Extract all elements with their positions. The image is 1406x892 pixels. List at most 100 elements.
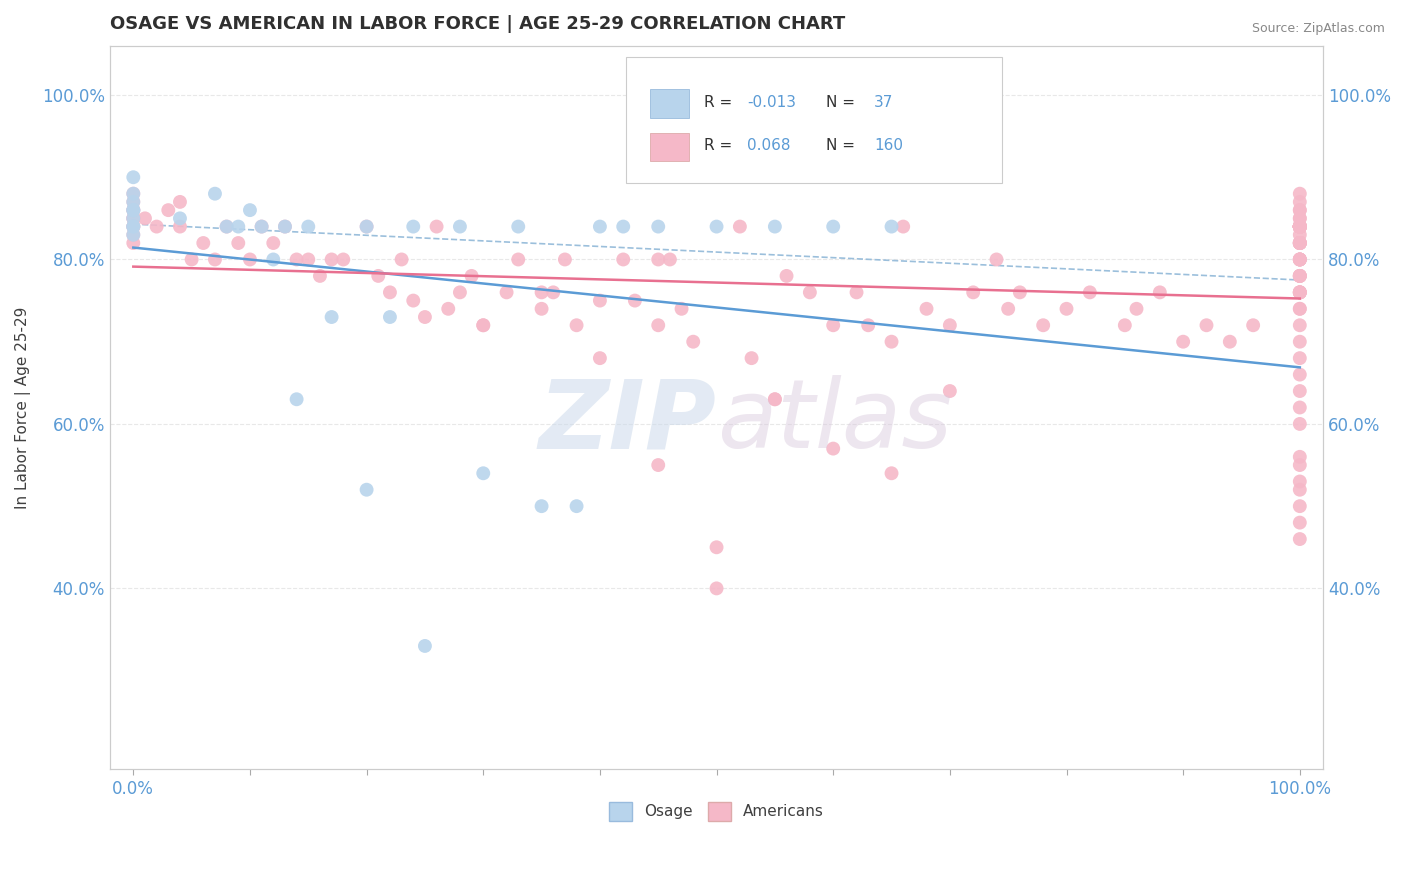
Point xyxy=(1288,401,1310,415)
Point xyxy=(378,285,401,300)
Point xyxy=(215,219,238,234)
Point xyxy=(1056,301,1078,316)
Text: R =: R = xyxy=(704,138,738,153)
Point xyxy=(262,252,284,267)
Point xyxy=(589,351,612,366)
Point xyxy=(1288,268,1310,283)
Point xyxy=(1288,268,1310,283)
Point xyxy=(122,219,145,234)
Text: 37: 37 xyxy=(875,95,894,110)
Y-axis label: In Labor Force | Age 25-29: In Labor Force | Age 25-29 xyxy=(15,306,31,508)
Point xyxy=(1288,301,1310,316)
Point xyxy=(647,219,669,234)
Point xyxy=(274,219,297,234)
Point xyxy=(647,252,669,267)
Point xyxy=(823,318,845,333)
Point xyxy=(1288,475,1310,489)
Point xyxy=(775,268,797,283)
Point xyxy=(612,252,634,267)
Point xyxy=(122,203,145,218)
Point xyxy=(204,252,226,267)
Point xyxy=(565,499,588,513)
Point xyxy=(706,541,728,555)
Point xyxy=(1288,219,1310,234)
Point xyxy=(1288,219,1310,234)
Point xyxy=(1288,252,1310,267)
Point xyxy=(1288,483,1310,497)
Point xyxy=(122,203,145,218)
Point xyxy=(939,384,962,398)
Point xyxy=(122,211,145,226)
Point xyxy=(624,293,647,308)
Point xyxy=(530,285,553,300)
Point xyxy=(647,458,669,472)
Point xyxy=(1288,235,1310,250)
Point xyxy=(1288,235,1310,250)
Point xyxy=(1288,499,1310,513)
Point xyxy=(356,483,378,497)
Point xyxy=(157,203,180,218)
Point xyxy=(391,252,413,267)
Point xyxy=(122,227,145,242)
Point xyxy=(145,219,167,234)
Point xyxy=(763,219,786,234)
Text: 160: 160 xyxy=(875,138,903,153)
Point xyxy=(122,203,145,218)
FancyBboxPatch shape xyxy=(650,133,689,161)
Point xyxy=(728,219,751,234)
Point xyxy=(589,293,612,308)
Point xyxy=(460,268,482,283)
Point xyxy=(215,219,238,234)
Point xyxy=(1288,235,1310,250)
Point xyxy=(1288,252,1310,267)
Point xyxy=(1288,252,1310,267)
Point xyxy=(122,211,145,226)
Point xyxy=(472,318,495,333)
Point xyxy=(285,252,308,267)
Point xyxy=(250,219,273,234)
Point xyxy=(1288,252,1310,267)
Point xyxy=(1288,458,1310,472)
Point xyxy=(658,252,681,267)
Text: atlas: atlas xyxy=(717,376,952,468)
Point xyxy=(1288,219,1310,234)
Point xyxy=(1288,211,1310,226)
Point xyxy=(1288,219,1310,234)
Point xyxy=(763,392,786,407)
Point xyxy=(939,318,962,333)
Point xyxy=(823,219,845,234)
Point xyxy=(449,219,471,234)
Point xyxy=(799,285,821,300)
Point xyxy=(508,219,530,234)
Point xyxy=(856,318,879,333)
Point xyxy=(285,392,308,407)
Point xyxy=(472,467,495,481)
Point xyxy=(1288,219,1310,234)
Point xyxy=(356,219,378,234)
Point xyxy=(1125,301,1147,316)
Point xyxy=(1288,219,1310,234)
Point xyxy=(1288,268,1310,283)
Point xyxy=(1288,268,1310,283)
Point xyxy=(309,268,332,283)
Point xyxy=(1288,301,1310,316)
Text: ZIP: ZIP xyxy=(538,376,717,468)
Point xyxy=(1288,219,1310,234)
Point xyxy=(122,219,145,234)
Point xyxy=(1288,219,1310,234)
Point xyxy=(1078,285,1101,300)
Point xyxy=(297,252,319,267)
Point xyxy=(880,467,903,481)
Point xyxy=(1288,211,1310,226)
Point xyxy=(1288,285,1310,300)
Point xyxy=(763,392,786,407)
Point xyxy=(891,219,914,234)
Point xyxy=(706,219,728,234)
Point xyxy=(997,301,1019,316)
Point xyxy=(706,582,728,596)
Point xyxy=(122,219,145,234)
Point xyxy=(1288,235,1310,250)
Point xyxy=(449,285,471,300)
Point xyxy=(1288,194,1310,209)
Point xyxy=(915,301,938,316)
